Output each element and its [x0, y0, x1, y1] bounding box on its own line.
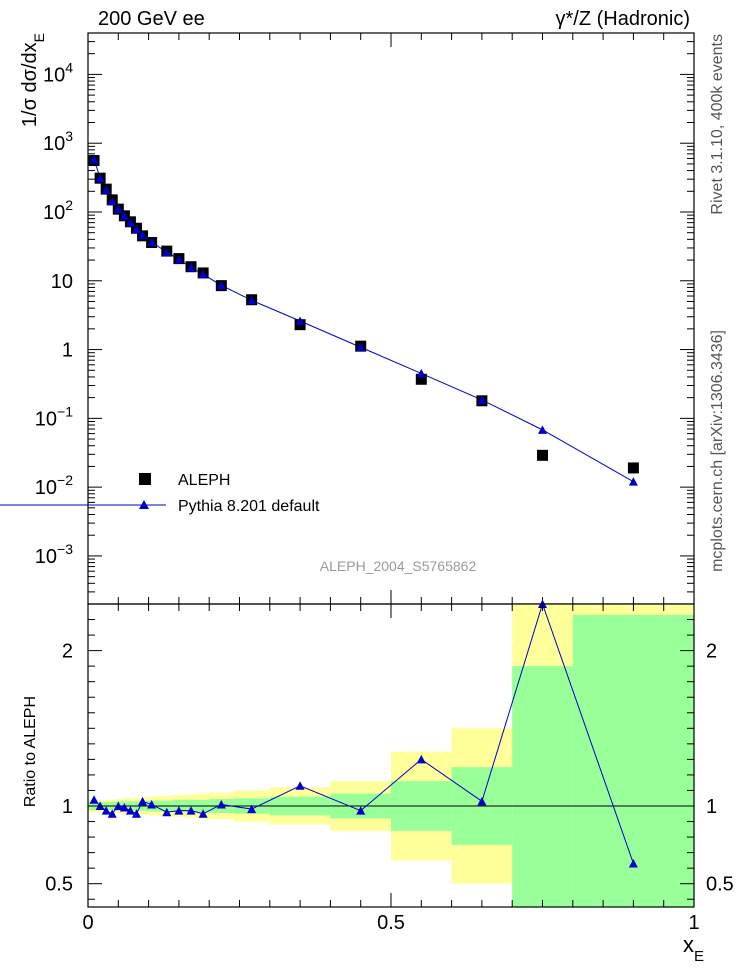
x-tick-label: 0 — [82, 912, 93, 934]
ratio-point — [89, 795, 99, 804]
ratio-y-tick-label-right: 1 — [706, 796, 717, 818]
ratio-point — [295, 781, 305, 790]
ratio-plot-panel: 0.5 0.5 1 1 2 2 0 0.5 1 Ratio to ALEPH xE — [22, 599, 734, 965]
pythia-line — [93, 159, 634, 483]
ratio-y-tick-label-right: 0.5 — [706, 874, 734, 896]
main-y-tick-label: 1 — [62, 340, 73, 362]
analysis-label: ALEPH_2004_S5765862 — [320, 558, 477, 574]
ratio-point — [162, 807, 172, 817]
rivet-version-label: Rivet 3.1.10, 400k events — [709, 34, 726, 215]
inner-band — [512, 666, 573, 907]
pythia-point — [628, 477, 638, 486]
ratio-point — [628, 858, 638, 868]
pythia-point — [131, 224, 141, 234]
main-y-tick-label: 10−3 — [35, 541, 73, 568]
ratio-point — [119, 803, 129, 812]
x-tick-label: 0.5 — [377, 912, 405, 934]
ratio-point — [147, 799, 157, 809]
legend-pythia-marker — [139, 500, 149, 509]
ratio-plot-y-axis-label: Ratio to ALEPH — [22, 696, 39, 807]
pythia-point — [295, 316, 305, 326]
ratio-point — [101, 806, 111, 815]
main-y-tick-label: 10−2 — [35, 472, 73, 499]
inner-band — [572, 614, 694, 907]
pythia-point — [416, 368, 426, 378]
pythia-point — [89, 154, 99, 164]
main-plot-ticks — [87, 32, 695, 605]
aleph-point — [415, 373, 427, 385]
ratio-point — [186, 806, 196, 815]
ratio-point — [138, 796, 148, 806]
ratio-y-tick-label-left: 2 — [62, 641, 73, 663]
mcplots-label: mcplots.cern.ch [arXiv:1306.3436] — [709, 330, 726, 572]
aleph-markers — [88, 155, 639, 474]
ratio-point — [107, 809, 117, 818]
pythia-point — [186, 262, 196, 272]
ratio-pythia-markers — [89, 599, 638, 868]
ratio-y-tick-label-left: 0.5 — [45, 874, 73, 896]
pythia-point — [174, 254, 184, 264]
pythia-point — [538, 425, 547, 434]
legend-aleph-label: ALEPH — [178, 472, 230, 489]
pythia-point — [107, 196, 117, 206]
main-plot-frame — [87, 32, 695, 605]
pythia-point — [125, 218, 135, 227]
ratio-point — [125, 806, 135, 815]
main-y-tick-label: 10−1 — [35, 403, 73, 430]
x-axis-label: xE — [683, 932, 704, 965]
pythia-point — [356, 342, 366, 352]
pythia-point — [119, 211, 129, 220]
legend-aleph-marker — [139, 473, 151, 485]
main-y-tick-label: 104 — [43, 59, 73, 86]
pythia-markers — [89, 154, 638, 486]
header-right: γ*/Z (Hadronic) — [556, 8, 690, 30]
pythia-point — [95, 173, 105, 183]
pythia-point — [101, 185, 111, 194]
pythia-point — [113, 204, 123, 214]
main-y-tick-label: 103 — [43, 128, 73, 155]
pythia-point — [216, 280, 226, 290]
legend-pythia-label: Pythia 8.201 default — [178, 498, 320, 515]
x-tick-label: 1 — [688, 912, 699, 934]
ratio-point — [216, 799, 226, 809]
ratio-point — [131, 809, 141, 818]
pythia-point — [147, 237, 157, 247]
aleph-point — [537, 449, 548, 461]
aleph-point — [627, 462, 639, 474]
ratio-point — [174, 806, 184, 815]
ratio-plot-tick-labels: 0.5 0.5 1 1 2 2 0 0.5 1 — [45, 641, 734, 934]
ratio-point — [477, 796, 487, 806]
ratio-point — [113, 801, 123, 810]
main-y-tick-label: 102 — [43, 197, 73, 224]
ratio-point — [356, 806, 366, 815]
ratio-point — [416, 754, 426, 764]
ratio-point — [198, 809, 208, 818]
pythia-point — [247, 295, 257, 305]
ratio-y-tick-label-right: 2 — [706, 641, 717, 663]
pythia-point — [477, 395, 487, 404]
ratio-plot-frame — [87, 603, 695, 908]
main-plot-y-tick-labels: 10−3 10−2 10−1 1 10 102 103 104 — [35, 59, 73, 568]
pythia-point — [138, 230, 148, 240]
ratio-point — [247, 804, 257, 814]
header-left: 200 GeV ee — [98, 8, 205, 30]
legend: ALEPH Pythia 8.201 default — [0, 472, 320, 515]
ratio-uncertainty-bands — [88, 604, 694, 907]
main-y-tick-label: 10 — [51, 271, 73, 293]
pythia-point — [162, 247, 172, 257]
pythia-point — [198, 269, 208, 279]
ratio-y-tick-label-left: 1 — [62, 796, 73, 818]
